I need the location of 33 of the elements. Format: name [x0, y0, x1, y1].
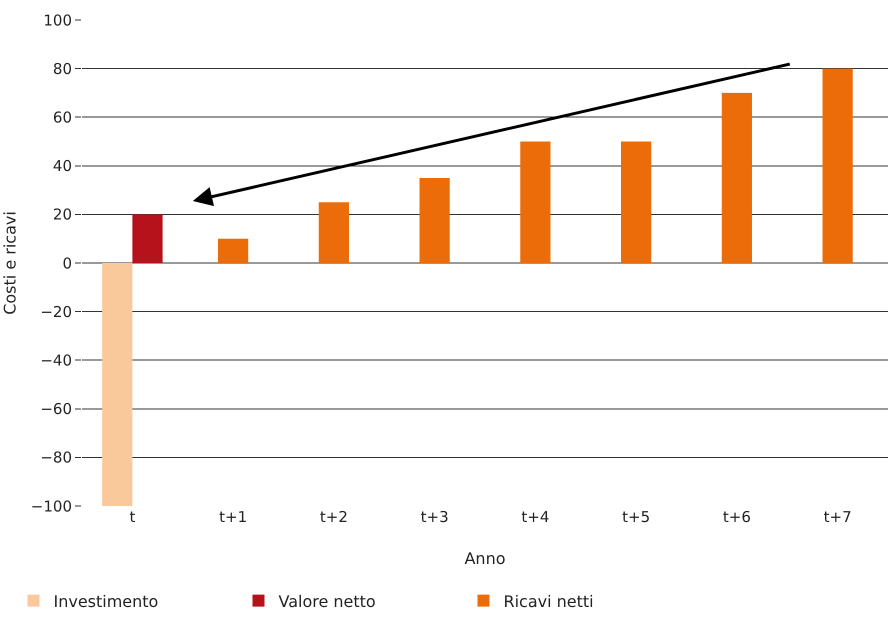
bar: [132, 214, 163, 263]
legend-label: Investimento: [53, 592, 158, 611]
x-tick-label: t+2: [320, 508, 348, 526]
bar: [621, 142, 652, 263]
x-tick-label: t+6: [722, 508, 751, 526]
y-tick-label: 60: [52, 108, 72, 126]
legend-label: Valore netto: [278, 592, 376, 611]
bar: [520, 142, 550, 263]
x-axis-title: Anno: [464, 549, 506, 568]
x-tick-label: t+4: [521, 508, 550, 526]
x-tick-label: t+7: [824, 508, 852, 526]
y-tick-label: −20: [40, 302, 72, 321]
legend-label: Ricavi netti: [503, 592, 594, 611]
x-tick-label: t+3: [420, 508, 449, 526]
y-tick-label: 80: [52, 60, 72, 78]
bar: [318, 202, 349, 263]
y-tick-label: 0: [62, 254, 72, 272]
x-tick-label: t+5: [622, 508, 650, 526]
y-tick-label: −80: [40, 448, 72, 467]
bar: [420, 178, 450, 263]
bar: [102, 263, 132, 506]
x-tick-label: t+1: [219, 508, 248, 526]
bar: [822, 68, 853, 263]
y-tick-label: −40: [40, 351, 72, 370]
y-axis-title: Costi e ricavi: [0, 211, 20, 315]
y-tick-label: −60: [40, 400, 72, 418]
y-tick-label: −100: [30, 497, 72, 516]
bar: [218, 238, 248, 263]
y-tick-label: 40: [52, 157, 72, 176]
bar: [722, 92, 752, 263]
y-tick-label: 20: [52, 206, 72, 224]
x-tick-label: t: [129, 508, 136, 526]
y-tick-label: 100: [43, 11, 72, 30]
